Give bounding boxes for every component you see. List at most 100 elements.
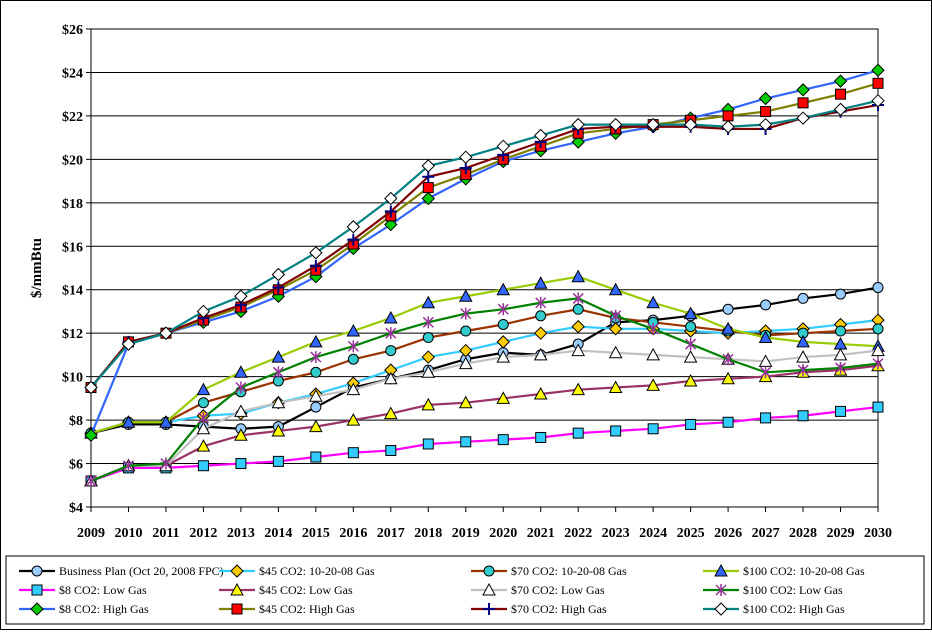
x-tick-label: 2018: [414, 526, 442, 541]
data-point: [422, 170, 435, 183]
legend-item: $70 CO2: Low Gas: [471, 582, 605, 597]
legend: Business Plan (Oct 20, 2008 FPC) $45 CO2:…: [19, 563, 865, 616]
data-point: [421, 397, 436, 411]
data-point: [872, 323, 884, 335]
data-point: [683, 350, 698, 363]
data-point: [383, 371, 398, 385]
data-point: [271, 423, 286, 437]
data-point: [872, 357, 884, 370]
y-tick-label: $26: [62, 23, 83, 38]
x-tick-label: 2011: [152, 526, 179, 541]
data-point: [384, 191, 398, 206]
data-point: [84, 428, 98, 443]
data-point: [714, 602, 728, 616]
data-point: [683, 373, 698, 387]
legend-label: $100 CO2: 10-20-08 Gas: [743, 564, 865, 578]
data-point: [760, 366, 772, 379]
data-point: [608, 322, 623, 336]
legend-item: $100 CO2: Low Gas: [703, 583, 843, 597]
plot-area-border: [90, 28, 879, 508]
data-point: [534, 326, 548, 340]
data-point: [460, 436, 472, 448]
data-point: [571, 343, 586, 357]
data-point: [496, 350, 511, 363]
data-point: [534, 128, 548, 143]
data-point: [722, 303, 734, 315]
series: [85, 292, 884, 487]
data-point: [230, 564, 244, 578]
data-point: [234, 289, 248, 303]
data-point: [572, 427, 584, 439]
data-point: [309, 246, 323, 260]
y-tick-label: $22: [62, 110, 83, 125]
y-tick-label: $14: [62, 284, 83, 299]
data-point: [197, 460, 209, 472]
data-point: [459, 162, 472, 175]
x-tick-label: 2020: [489, 526, 517, 541]
series-line: [90, 349, 879, 482]
data-point: [482, 582, 496, 596]
data-point: [346, 413, 361, 426]
data-point: [610, 309, 622, 322]
data-point: [483, 565, 495, 577]
y-tick-label: $8: [69, 414, 83, 429]
data-point: [235, 458, 247, 470]
data-point: [231, 603, 243, 615]
data-point: [760, 299, 772, 311]
data-point: [571, 269, 586, 283]
data-point: [347, 353, 359, 365]
y-tick-label: $16: [62, 240, 83, 255]
data-point: [422, 438, 434, 450]
data-point: [535, 296, 547, 309]
legend-label: $70 CO2: 10-20-08 Gas: [511, 564, 627, 578]
x-tick-label: 2009: [77, 526, 105, 541]
data-point: [685, 418, 697, 430]
data-point: [758, 330, 773, 344]
data-point: [608, 117, 623, 132]
data-point: [721, 371, 735, 385]
data-point: [571, 117, 585, 132]
legend-label: $70 CO2: High Gas: [511, 602, 607, 616]
legend-label: $100 CO2: Low Gas: [743, 583, 843, 597]
data-point: [459, 343, 473, 358]
data-point: [458, 356, 473, 370]
x-axis: 2009 2010 2011 2012 2013 2014 2015 2016 2017 2018…: [77, 507, 892, 541]
data-point: [310, 451, 322, 463]
data-point: [421, 295, 436, 309]
data-point: [533, 347, 548, 361]
data-point: [422, 316, 434, 329]
data-point: [385, 327, 397, 340]
data-point: [683, 117, 698, 132]
data-point: [646, 347, 660, 361]
data-point: [796, 111, 810, 125]
data-point: [196, 304, 211, 319]
data-point: [535, 431, 547, 443]
y-tick-label: $10: [62, 371, 83, 386]
legend-label: $8 CO2: High Gas: [59, 602, 149, 616]
x-tick-label: 2024: [639, 526, 667, 541]
data-point: [871, 343, 885, 357]
y-axis: $4 $6 $8 $10 $12 $14 $16 $18 $20 $22 $24 $26: [62, 23, 91, 516]
data-point: [384, 217, 398, 232]
data-point: [422, 332, 434, 344]
data-point: [159, 326, 173, 340]
data-point: [496, 335, 510, 349]
data-point: [272, 455, 284, 467]
data-point: [497, 303, 509, 316]
data-point: [571, 382, 586, 396]
data-point: [758, 91, 773, 106]
data-point: [760, 412, 772, 424]
legend-item: $8 CO2: Low Gas: [19, 583, 147, 597]
data-point: [872, 401, 884, 413]
series-line: [90, 99, 879, 389]
data-point: [834, 361, 847, 374]
legend-item: $100 CO2: High Gas: [703, 602, 845, 616]
data-point: [835, 88, 847, 100]
series-line: [90, 286, 879, 435]
series-line: [90, 82, 879, 389]
data-point: [608, 345, 623, 359]
data-point: [533, 386, 548, 400]
data-point: [535, 310, 547, 322]
data-point: [383, 406, 398, 420]
